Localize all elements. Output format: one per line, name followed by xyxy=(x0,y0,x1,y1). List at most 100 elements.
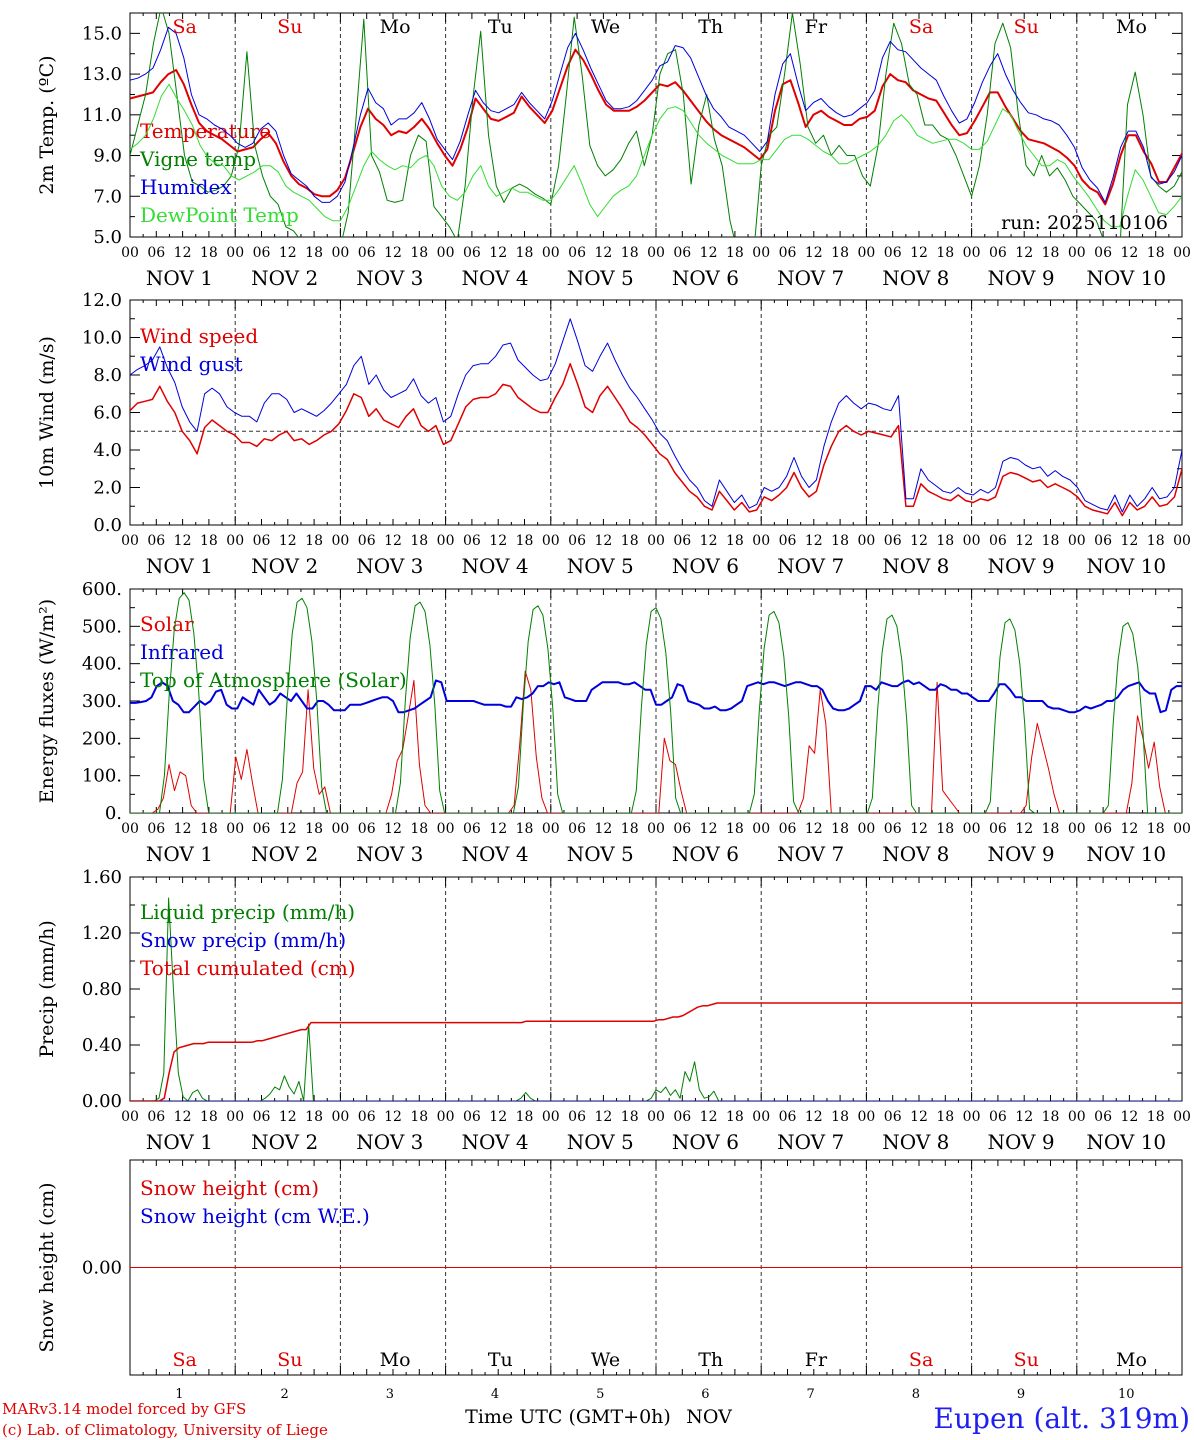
x-hour-label: 00 xyxy=(121,245,139,261)
weekday-label: Sa xyxy=(173,1349,197,1371)
day-number: 8 xyxy=(912,1387,920,1402)
x-hour-label: 00 xyxy=(1068,245,1086,261)
series-line-total-cumulated-cm- xyxy=(130,1002,1182,1101)
x-date-label: NOV 9 xyxy=(988,266,1055,290)
y-axis-label: Precip (mm/h) xyxy=(36,920,58,1058)
x-hour-label: 00 xyxy=(542,533,560,549)
y-tick-label: 8.0 xyxy=(93,365,122,386)
x-hour-label: 06 xyxy=(568,821,586,837)
x-hour-label: 06 xyxy=(989,533,1007,549)
series-line-temperature xyxy=(130,48,1182,206)
x-hour-label: 18 xyxy=(621,245,639,261)
y-axis-label: Snow height (cm) xyxy=(36,1182,58,1352)
legend-entry: Snow precip (mm/h) xyxy=(140,928,346,952)
panel-wind: 0.0 2.0 4.0 6.0 8.0 10.0 12.0 10m Wind (m/s) Win… xyxy=(36,290,1191,578)
x-hour-label: 00 xyxy=(226,533,244,549)
x-date-label: NOV 9 xyxy=(988,1130,1055,1154)
y-tick-label: 400. xyxy=(82,654,122,675)
legend-entry: Snow height (cm) xyxy=(140,1176,319,1200)
x-hour-label: 06 xyxy=(253,821,271,837)
x-hour-label: 00 xyxy=(542,1109,560,1125)
x-date-label: NOV 10 xyxy=(1086,266,1166,290)
x-hour-label: 00 xyxy=(963,821,981,837)
series-line-top-of-atmosphere-solar- xyxy=(130,592,1182,813)
x-hour-label: 00 xyxy=(226,1109,244,1125)
x-hour-label: 12 xyxy=(489,245,507,261)
weekday-label: Sa xyxy=(909,1349,933,1371)
day-number: 4 xyxy=(491,1387,499,1402)
x-hour-label: 00 xyxy=(647,1109,665,1125)
x-hour-label: 12 xyxy=(910,533,928,549)
series-line-vigne-temp xyxy=(130,13,1182,237)
x-date-label: NOV 4 xyxy=(462,1130,529,1154)
y-tick-label: 0.80 xyxy=(82,979,122,1000)
x-hour-label: 00 xyxy=(226,821,244,837)
x-hour-label: 18 xyxy=(936,821,954,837)
y-tick-label: 9.0 xyxy=(93,146,122,167)
x-hour-label: 18 xyxy=(410,245,428,261)
x-hour-label: 18 xyxy=(1147,821,1165,837)
x-hour-label: 12 xyxy=(384,1109,402,1125)
x-date-label: NOV 6 xyxy=(672,1130,739,1154)
x-hour-label: 12 xyxy=(594,533,612,549)
x-axis-label: Time UTC (GMT+0h) xyxy=(465,1406,671,1428)
legend-entry: Top of Atmosphere (Solar) xyxy=(140,668,407,692)
weekday-label: Su xyxy=(277,1349,302,1371)
x-hour-label: 12 xyxy=(174,821,192,837)
x-hour-label: 18 xyxy=(936,533,954,549)
x-hour-label: 06 xyxy=(463,1109,481,1125)
x-hour-label: 12 xyxy=(384,245,402,261)
x-date-label: NOV 1 xyxy=(146,266,213,290)
x-hour-label: 00 xyxy=(1173,1109,1191,1125)
weekday-label: Su xyxy=(277,16,302,38)
x-date-label: NOV 3 xyxy=(356,842,423,866)
y-tick-label: 15.0 xyxy=(82,23,122,44)
x-hour-label: 18 xyxy=(516,533,534,549)
legend-entry: Infrared xyxy=(140,640,224,664)
x-date-label: NOV 4 xyxy=(462,266,529,290)
x-hour-label: 00 xyxy=(1068,1109,1086,1125)
x-hour-label: 18 xyxy=(726,533,744,549)
x-hour-label: 06 xyxy=(358,821,376,837)
x-hour-label: 00 xyxy=(857,821,875,837)
series-line-wind-speed xyxy=(130,363,1182,517)
x-hour-label: 12 xyxy=(174,1109,192,1125)
y-tick-label: 600. xyxy=(82,579,122,600)
x-hour-label: 00 xyxy=(121,533,139,549)
x-hour-label: 18 xyxy=(200,245,218,261)
x-date-label: NOV 4 xyxy=(462,554,529,578)
x-hour-label: 06 xyxy=(463,245,481,261)
x-hour-label: 18 xyxy=(1042,533,1060,549)
x-hour-label: 06 xyxy=(568,1109,586,1125)
x-date-label: NOV 3 xyxy=(356,266,423,290)
x-hour-label: 12 xyxy=(1120,245,1138,261)
x-hour-label: 18 xyxy=(200,533,218,549)
day-number: 5 xyxy=(596,1387,604,1402)
x-hour-label: 06 xyxy=(1094,821,1112,837)
x-hour-label: 06 xyxy=(147,1109,165,1125)
x-hour-label: 18 xyxy=(410,1109,428,1125)
series-line-wind-gust xyxy=(130,318,1182,513)
x-hour-label: 00 xyxy=(542,821,560,837)
x-hour-label: 12 xyxy=(910,821,928,837)
x-hour-label: 00 xyxy=(963,1109,981,1125)
credit-line-1: MARv3.14 model forced by GFS xyxy=(2,1400,246,1418)
x-hour-label: 12 xyxy=(594,821,612,837)
y-tick-label: 0.40 xyxy=(82,1035,122,1056)
x-hour-label: 12 xyxy=(1120,1109,1138,1125)
y-axis-label: 10m Wind (m/s) xyxy=(36,336,58,489)
x-hour-label: 18 xyxy=(621,821,639,837)
day-number: 2 xyxy=(281,1387,289,1402)
x-date-label: NOV 5 xyxy=(567,266,634,290)
x-date-label: NOV 6 xyxy=(672,842,739,866)
x-hour-label: 18 xyxy=(1042,245,1060,261)
x-hour-label: 00 xyxy=(1173,821,1191,837)
series-line-dewpoint-temp xyxy=(130,83,1182,228)
legend-entry: Vigne temp xyxy=(139,147,256,171)
x-date-label: NOV 7 xyxy=(777,842,844,866)
x-hour-label: 18 xyxy=(1147,1109,1165,1125)
x-hour-label: 06 xyxy=(884,1109,902,1125)
x-hour-label: 12 xyxy=(1015,821,1033,837)
x-hour-label: 12 xyxy=(805,533,823,549)
